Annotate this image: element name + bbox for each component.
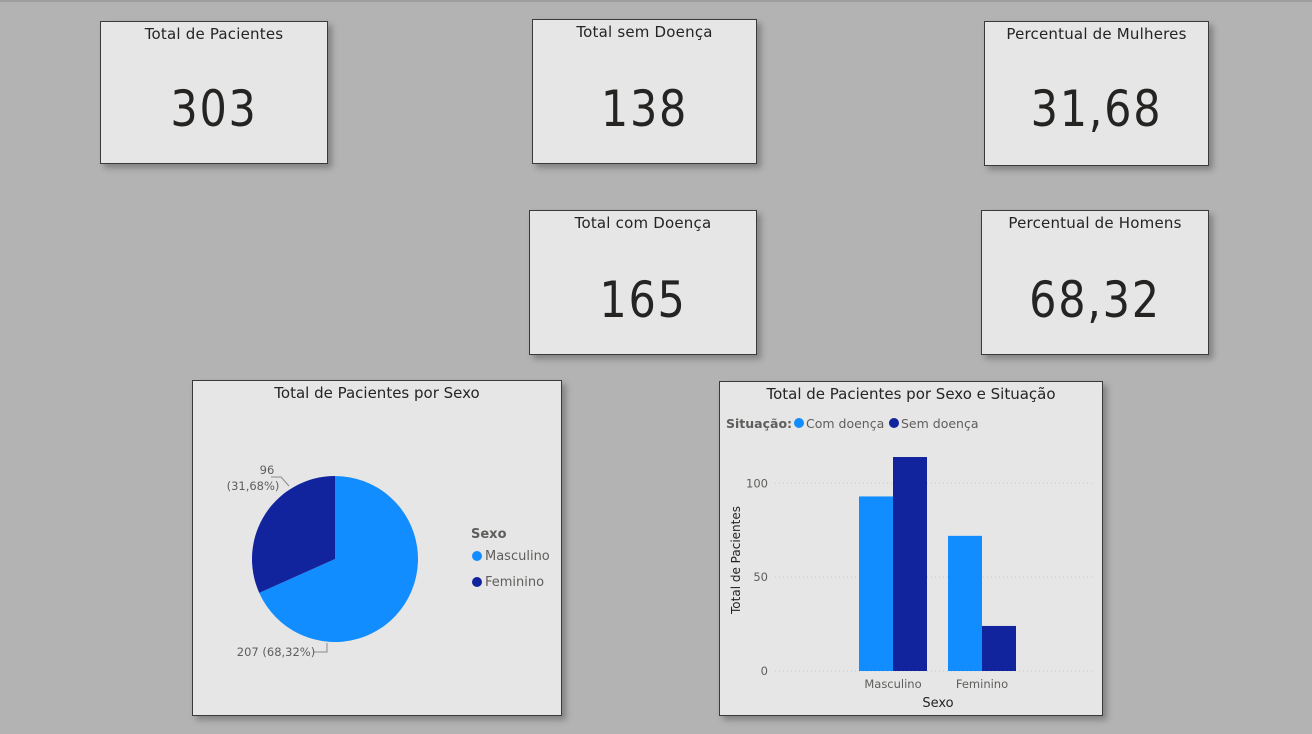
kpi-card-percentual-homens[interactable]: Percentual de Homens 68,32 <box>981 210 1209 355</box>
bar-feminino-sem-doenca[interactable] <box>982 625 1016 671</box>
bar-masculino-com-doenca[interactable] <box>859 496 893 671</box>
pie-data-label-masculino: 207 (68,32%) <box>237 645 315 659</box>
kpi-title: Total com Doença <box>574 214 712 232</box>
pie-legend-marker-masculino <box>472 551 482 561</box>
kpi-value: 303 <box>170 80 258 138</box>
bar-y-tick-label: 50 <box>753 570 768 584</box>
bar-y-tick-label: 100 <box>746 476 768 490</box>
kpi-title: Percentual de Mulheres <box>1006 25 1187 43</box>
pie-legend-marker-feminino <box>472 577 482 587</box>
kpi-card-percentual-mulheres[interactable]: Percentual de Mulheres 31,68 <box>984 21 1209 166</box>
pie-leader-line-feminino <box>271 476 290 487</box>
pie-legend-title: Sexo <box>471 527 507 542</box>
kpi-card-total-sem-doenca[interactable]: Total sem Doença 138 <box>532 19 757 164</box>
bar-x-axis-title: Sexo <box>922 696 953 711</box>
kpi-value: 68,32 <box>1029 271 1161 329</box>
kpi-title: Total de Pacientes <box>144 25 284 43</box>
kpi-value: 165 <box>599 271 687 329</box>
pie-leader-line-masculino <box>314 643 328 653</box>
bar-legend-title: Situação: <box>726 416 792 431</box>
pie-legend-label-feminino[interactable]: Feminino <box>485 575 544 590</box>
kpi-card-total-com-doenca[interactable]: Total com Doença 165 <box>529 210 757 355</box>
pie-slice-feminino[interactable] <box>252 476 335 593</box>
pie-chart: 96 (31,68%) 207 (68,32%) Sexo Masculino … <box>227 463 550 659</box>
pie-data-label-feminino-count: 96 <box>260 463 275 477</box>
bar-chart-card[interactable]: Total de Pacientes por Sexo e Situação S… <box>719 381 1103 716</box>
pie-slice-masculino[interactable] <box>259 476 418 642</box>
bar-legend-marker-com-doenca <box>794 418 804 428</box>
pie-data-label-feminino-pct: (31,68%) <box>227 479 280 493</box>
bar-y-axis-title: Total de Pacientes <box>729 506 743 615</box>
pie-chart-title: Total de Pacientes por Sexo <box>274 384 480 402</box>
bar-chart-title: Total de Pacientes por Sexo e Situação <box>766 385 1056 403</box>
bar-chart: Situação: Com doença Sem doença Total de… <box>726 416 1094 711</box>
bar-x-tick-label: Feminino <box>956 677 1008 691</box>
kpi-title: Percentual de Homens <box>1008 214 1182 232</box>
bar-masculino-sem-doenca[interactable] <box>893 457 927 671</box>
kpi-value: 138 <box>600 80 689 138</box>
pie-legend-label-masculino[interactable]: Masculino <box>485 549 550 564</box>
pie-chart-card[interactable]: Total de Pacientes por Sexo 96 (31,68%) … <box>192 380 562 716</box>
bar-legend-label-sem-doenca[interactable]: Sem doença <box>901 416 979 431</box>
kpi-title: Total sem Doença <box>576 23 713 41</box>
kpi-value: 31,68 <box>1030 80 1163 138</box>
bar-x-tick-label: Masculino <box>864 677 921 691</box>
bar-feminino-com-doenca[interactable] <box>948 535 982 671</box>
bar-legend-marker-sem-doenca <box>889 418 899 428</box>
kpi-card-total-pacientes[interactable]: Total de Pacientes 303 <box>100 21 328 164</box>
bar-y-tick-label: 0 <box>761 664 768 678</box>
bar-legend-label-com-doenca[interactable]: Com doença <box>806 416 884 431</box>
